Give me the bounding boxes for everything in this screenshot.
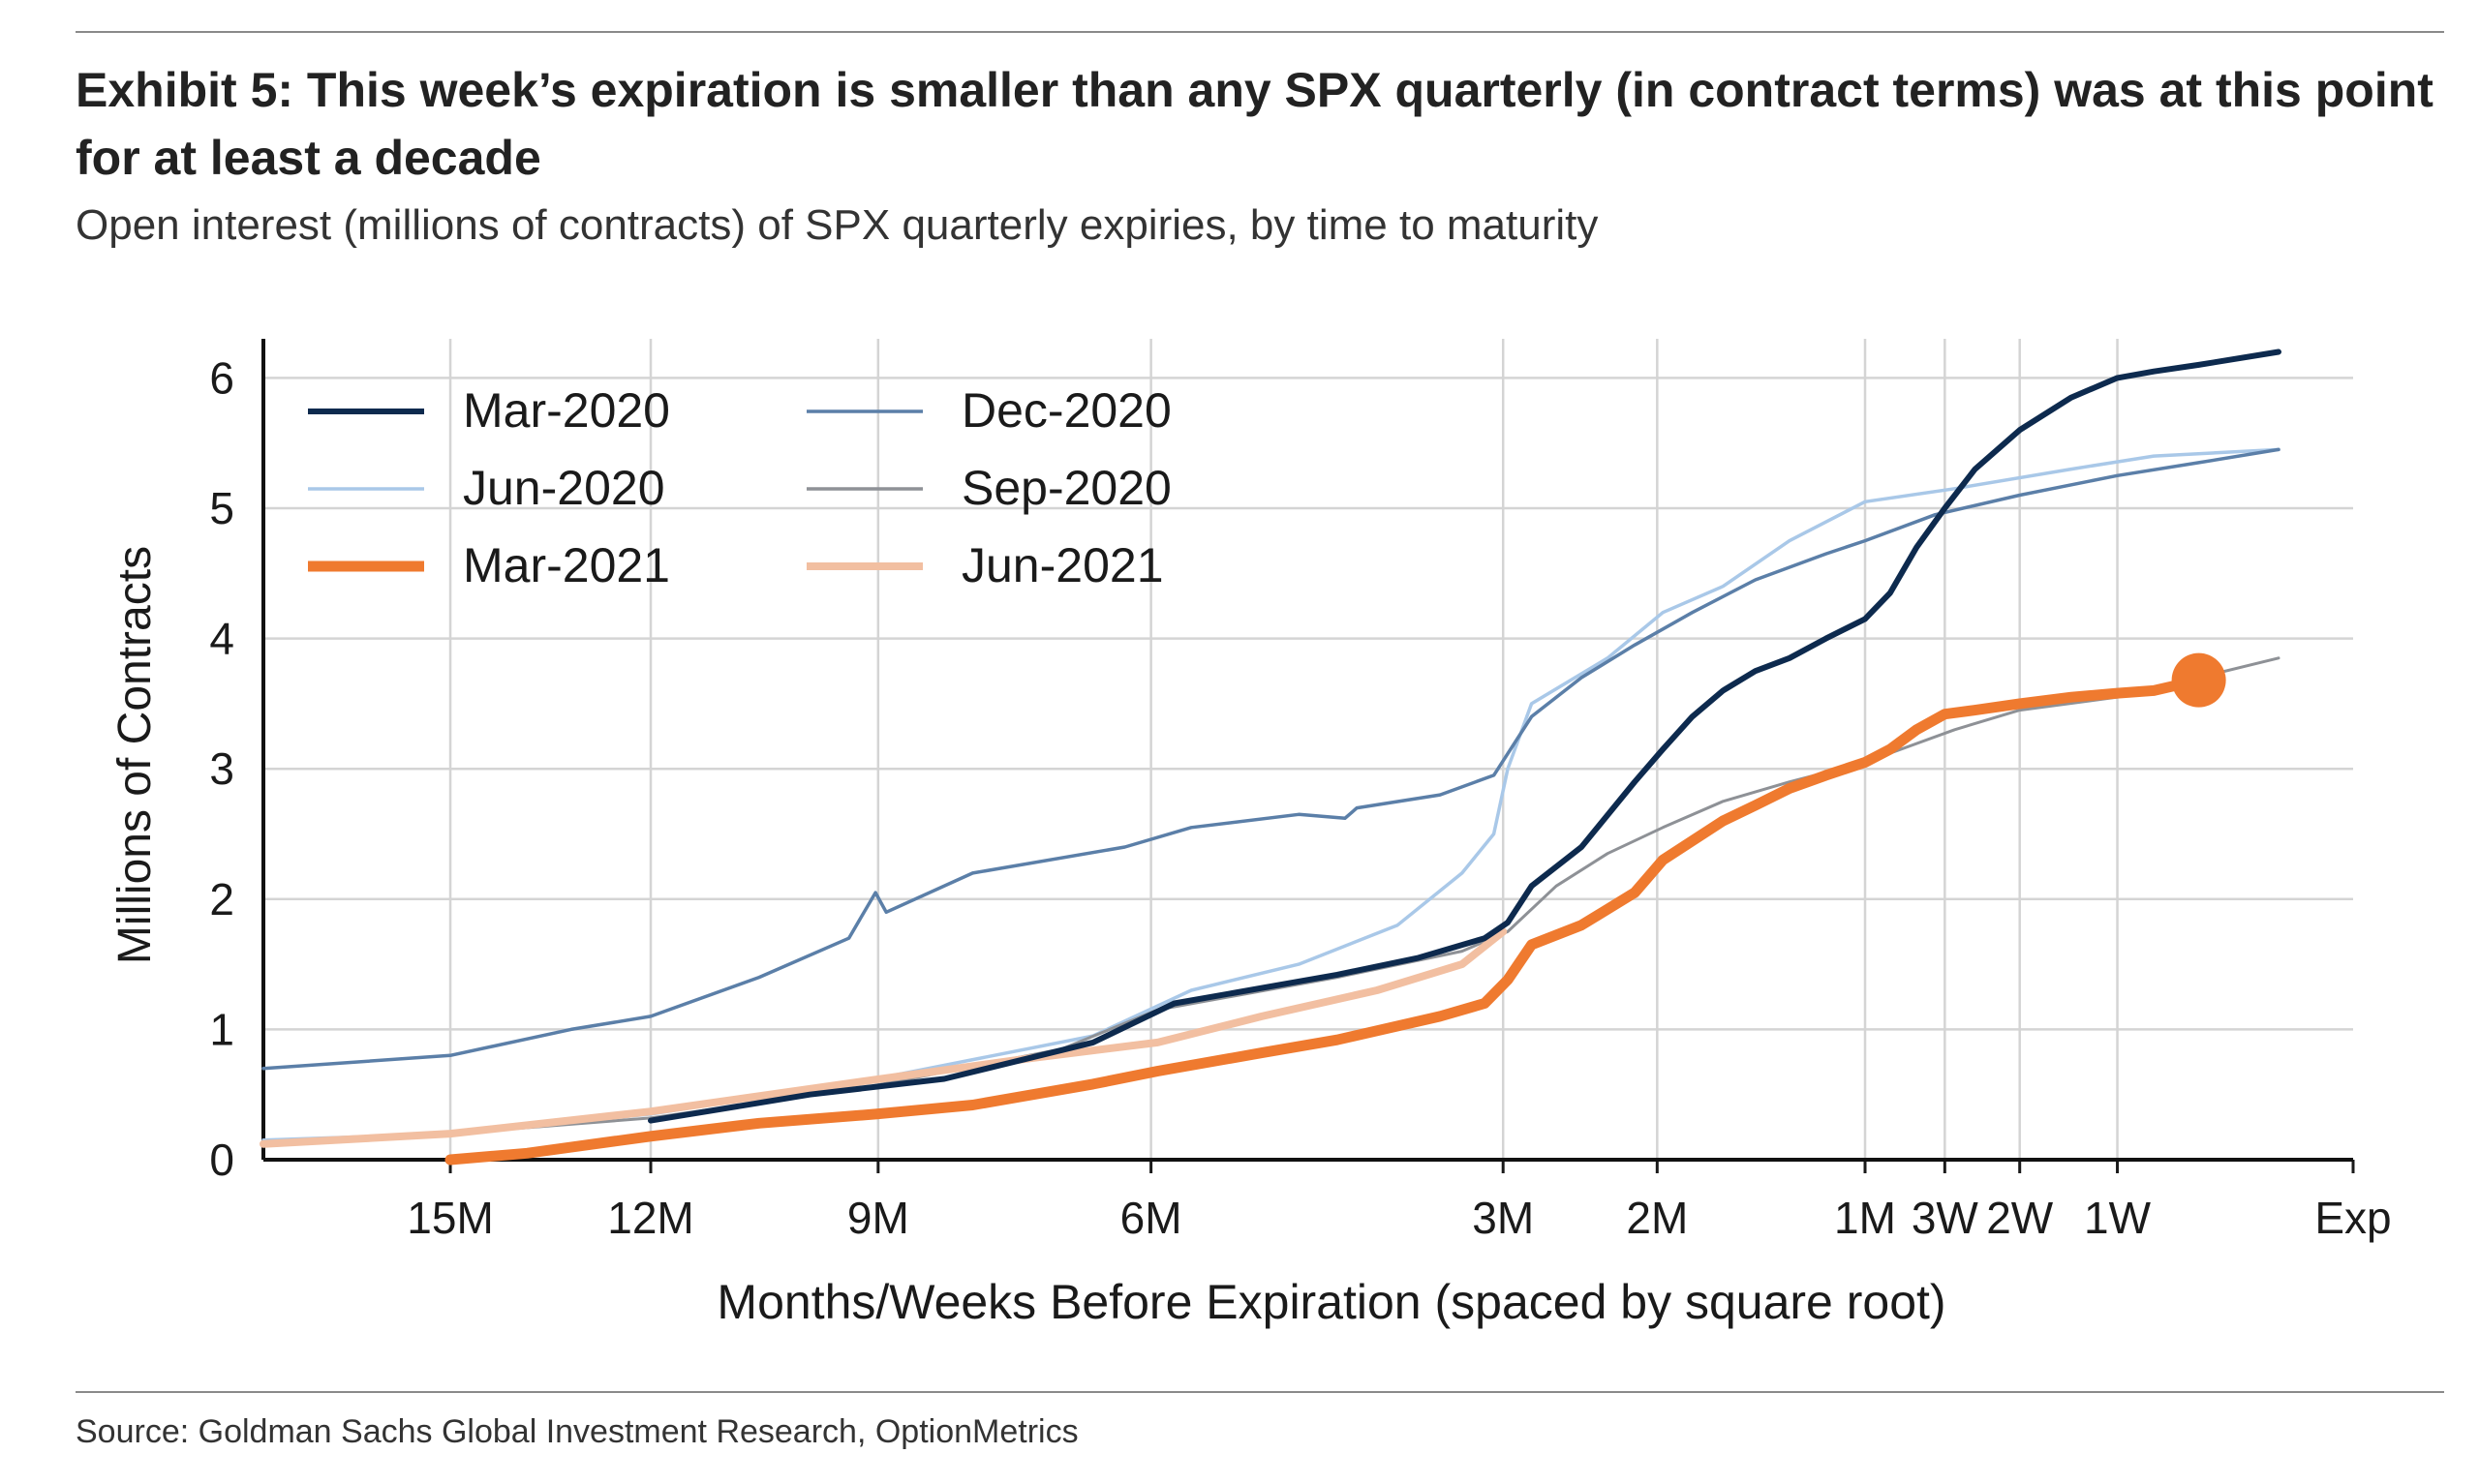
bottom-rule: [76, 1391, 2444, 1393]
exhibit-subtitle: Open interest (millions of contracts) of…: [76, 201, 1599, 249]
legend-label-sep-2020: Sep-2020: [962, 461, 1172, 515]
x-tick-label: 2M: [1626, 1193, 1688, 1243]
y-tick-label: 5: [209, 483, 234, 533]
x-tick-label: 3M: [1472, 1193, 1534, 1243]
x-tick-label: 6M: [1120, 1193, 1182, 1243]
x-tick-label: 1W: [2084, 1193, 2152, 1243]
x-tick-label: 9M: [847, 1193, 909, 1243]
y-tick-label: 3: [209, 743, 234, 794]
x-tick-label: 15M: [407, 1193, 493, 1243]
series-line-jun-2020: [261, 447, 2280, 1142]
series-line-mar-2020: [648, 348, 2281, 1124]
series-line-dec-2020: [261, 447, 2280, 1071]
y-tick-label: 4: [209, 614, 234, 664]
tick-labels: 0 1 2 3 4 5 6 15M 12M 9M 6M 3M 2M 1M 3W 2W 1W Exp: [209, 352, 2391, 1243]
y-tick-label: 2: [209, 874, 234, 924]
series-line-jun-2021: [260, 927, 1508, 1148]
x-tick-label: 2W: [1986, 1193, 2054, 1243]
legend-label-mar-2020: Mar-2020: [463, 383, 670, 438]
x-tick-label: 1M: [1834, 1193, 1896, 1243]
top-rule: [76, 31, 2444, 33]
exhibit-title: Exhibit 5: This week’s expiration is sma…: [76, 63, 2433, 185]
legend-label-mar-2021: Mar-2021: [463, 538, 670, 592]
axes: [261, 339, 2355, 1173]
x-tick-label: 3W: [1912, 1193, 1979, 1243]
legend: Mar-2020 Dec-2020 Jun-2020 Sep-2020 Mar-2021…: [308, 383, 1172, 592]
y-tick-label: 6: [209, 352, 234, 403]
source-note: Source: Goldman Sachs Global Investment …: [76, 1413, 1079, 1450]
legend-label-jun-2020: Jun-2020: [463, 461, 665, 515]
series-line-sep-2020: [261, 656, 2280, 1146]
legend-label-jun-2021: Jun-2021: [962, 538, 1164, 592]
x-tick-label: 12M: [607, 1193, 693, 1243]
x-axis-label: Months/Weeks Before Expiration (spaced b…: [717, 1275, 1945, 1329]
y-axis-label: Millions of Contracts: [109, 546, 161, 964]
x-tick-label: Exp: [2314, 1193, 2391, 1243]
series-end-marker-mar-2021: [2171, 652, 2226, 708]
legend-label-dec-2020: Dec-2020: [962, 383, 1172, 438]
y-tick-label: 1: [209, 1004, 234, 1054]
line-chart: 0 1 2 3 4 5 6 15M 12M 9M 6M 3M 2M 1M 3W 2W 1W Exp Mar-202…: [109, 339, 2392, 1329]
series-line-mar-2021: [444, 675, 2205, 1166]
series-lines: [260, 348, 2281, 1166]
y-tick-label: 0: [209, 1135, 234, 1185]
